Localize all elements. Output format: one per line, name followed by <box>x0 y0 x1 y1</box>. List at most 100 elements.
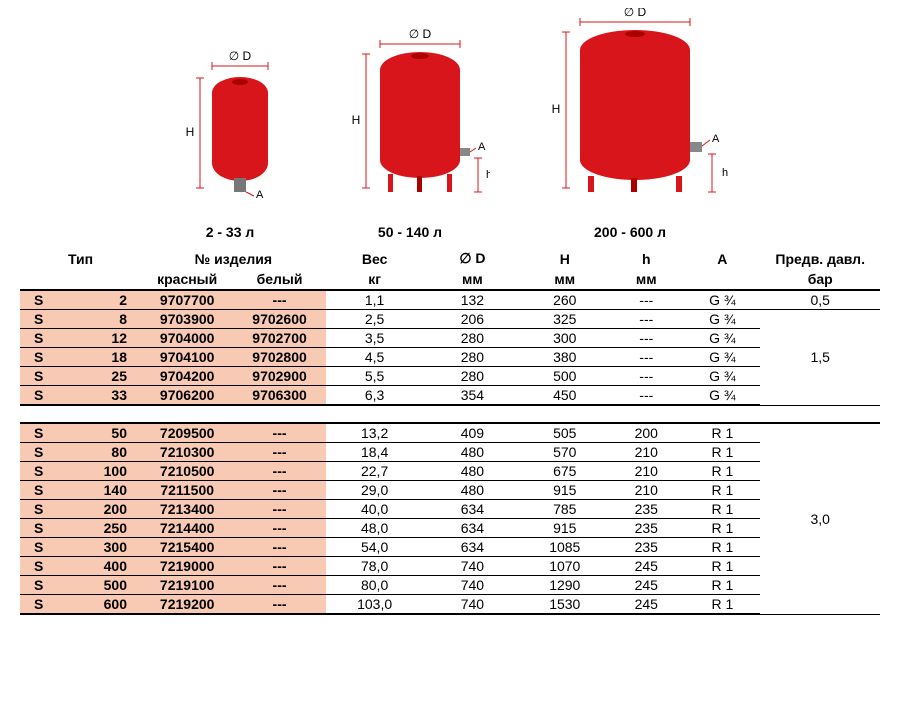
table-row: S2007213400---40,0634785235R 1 <box>20 500 880 519</box>
cell-D: 480 <box>424 443 522 462</box>
cell-red: 9703900 <box>141 310 233 329</box>
cell-white: --- <box>233 462 325 481</box>
cell-H: 380 <box>521 348 608 367</box>
tank-small-svg: ∅ D H A <box>170 48 290 218</box>
svg-text:∅ D: ∅ D <box>409 28 432 41</box>
cell-D: 280 <box>424 348 522 367</box>
cell-white: --- <box>233 576 325 595</box>
hdr-A: A <box>684 248 760 269</box>
cell-h: 245 <box>608 595 684 615</box>
cell-H: 675 <box>521 462 608 481</box>
separator-row <box>20 405 880 423</box>
cell-s: S <box>20 348 96 367</box>
cell-h: --- <box>608 290 684 310</box>
cell-n: 18 <box>96 348 141 367</box>
cell-white: --- <box>233 481 325 500</box>
tank-large-svg: ∅ D H A h <box>530 8 730 218</box>
cell-w: 2,5 <box>326 310 424 329</box>
cell-s: S <box>20 423 96 443</box>
svg-text:h: h <box>486 169 490 181</box>
table-row: S3007215400---54,06341085235R 1 <box>20 538 880 557</box>
svg-text:H: H <box>552 102 561 116</box>
hdr-white: белый <box>233 269 325 290</box>
cell-red: 9706200 <box>141 386 233 406</box>
svg-text:A: A <box>478 141 486 153</box>
cell-w: 4,5 <box>326 348 424 367</box>
hdr-H-u: мм <box>521 269 608 290</box>
cell-w: 22,7 <box>326 462 424 481</box>
cell-white: 9702900 <box>233 367 325 386</box>
cell-red: 9707700 <box>141 290 233 310</box>
cell-h: 245 <box>608 576 684 595</box>
table-row: S1407211500---29,0480915210R 1 <box>20 481 880 500</box>
cell-s: S <box>20 443 96 462</box>
cell-H: 1085 <box>521 538 608 557</box>
cell-h: --- <box>608 348 684 367</box>
cell-white: --- <box>233 538 325 557</box>
cell-press: 0,5 <box>760 290 880 310</box>
hdr-D: ∅ D <box>424 248 522 269</box>
cell-A: R 1 <box>684 443 760 462</box>
cell-A: G ¾ <box>684 367 760 386</box>
cell-h: 210 <box>608 443 684 462</box>
cell-white: 9702600 <box>233 310 325 329</box>
diagram-row: ∅ D H A 2 - 33 л ∅ D <box>20 10 880 240</box>
cell-w: 13,2 <box>326 423 424 443</box>
table-row: S6007219200---103,07401530245R 1 <box>20 595 880 615</box>
cell-n: 400 <box>96 557 141 576</box>
cell-D: 409 <box>424 423 522 443</box>
cell-A: G ¾ <box>684 348 760 367</box>
cell-H: 915 <box>521 481 608 500</box>
diagram-small-label: 2 - 33 л <box>206 224 255 240</box>
hdr-D-u: мм <box>424 269 522 290</box>
cell-white: --- <box>233 595 325 615</box>
cell-D: 634 <box>424 519 522 538</box>
table-row: S1007210500---22,7480675210R 1 <box>20 462 880 481</box>
cell-n: 12 <box>96 329 141 348</box>
cell-white: --- <box>233 443 325 462</box>
cell-white: --- <box>233 423 325 443</box>
table-row: S12970400097027003,5280300---G ¾ <box>20 329 880 348</box>
cell-H: 325 <box>521 310 608 329</box>
table-body: S29707700---1,1132260---G ¾0,5S897039009… <box>20 290 880 614</box>
cell-H: 450 <box>521 386 608 406</box>
table-row: S807210300---18,4480570210R 1 <box>20 443 880 462</box>
cell-red: 9704000 <box>141 329 233 348</box>
cell-n: 50 <box>96 423 141 443</box>
table-row: S507209500---13,2409505200R 13,0 <box>20 423 880 443</box>
cell-D: 206 <box>424 310 522 329</box>
cell-w: 29,0 <box>326 481 424 500</box>
cell-A: R 1 <box>684 423 760 443</box>
cell-D: 634 <box>424 500 522 519</box>
cell-red: 7213400 <box>141 500 233 519</box>
hdr-h: h <box>608 248 684 269</box>
cell-s: S <box>20 329 96 348</box>
cell-red: 7219200 <box>141 595 233 615</box>
cell-A: G ¾ <box>684 386 760 406</box>
cell-w: 18,4 <box>326 443 424 462</box>
table-row: S5007219100---80,07401290245R 1 <box>20 576 880 595</box>
cell-h: 235 <box>608 500 684 519</box>
cell-n: 300 <box>96 538 141 557</box>
cell-s: S <box>20 386 96 406</box>
table-row: S2507214400---48,0634915235R 1 <box>20 519 880 538</box>
cell-press: 1,5 <box>760 310 880 406</box>
diagram-large-label: 200 - 600 л <box>594 224 666 240</box>
hdr-type: Тип <box>20 248 141 269</box>
cell-white: --- <box>233 519 325 538</box>
cell-w: 54,0 <box>326 538 424 557</box>
cell-n: 2 <box>96 290 141 310</box>
cell-w: 80,0 <box>326 576 424 595</box>
cell-red: 7209500 <box>141 423 233 443</box>
cell-H: 505 <box>521 423 608 443</box>
cell-A: G ¾ <box>684 310 760 329</box>
cell-n: 25 <box>96 367 141 386</box>
table-row: S33970620097063006,3354450---G ¾ <box>20 386 880 406</box>
cell-H: 300 <box>521 329 608 348</box>
cell-red: 7215400 <box>141 538 233 557</box>
hdr-H: H <box>521 248 608 269</box>
cell-s: S <box>20 310 96 329</box>
diagram-medium-label: 50 - 140 л <box>378 224 442 240</box>
cell-s: S <box>20 367 96 386</box>
cell-n: 140 <box>96 481 141 500</box>
